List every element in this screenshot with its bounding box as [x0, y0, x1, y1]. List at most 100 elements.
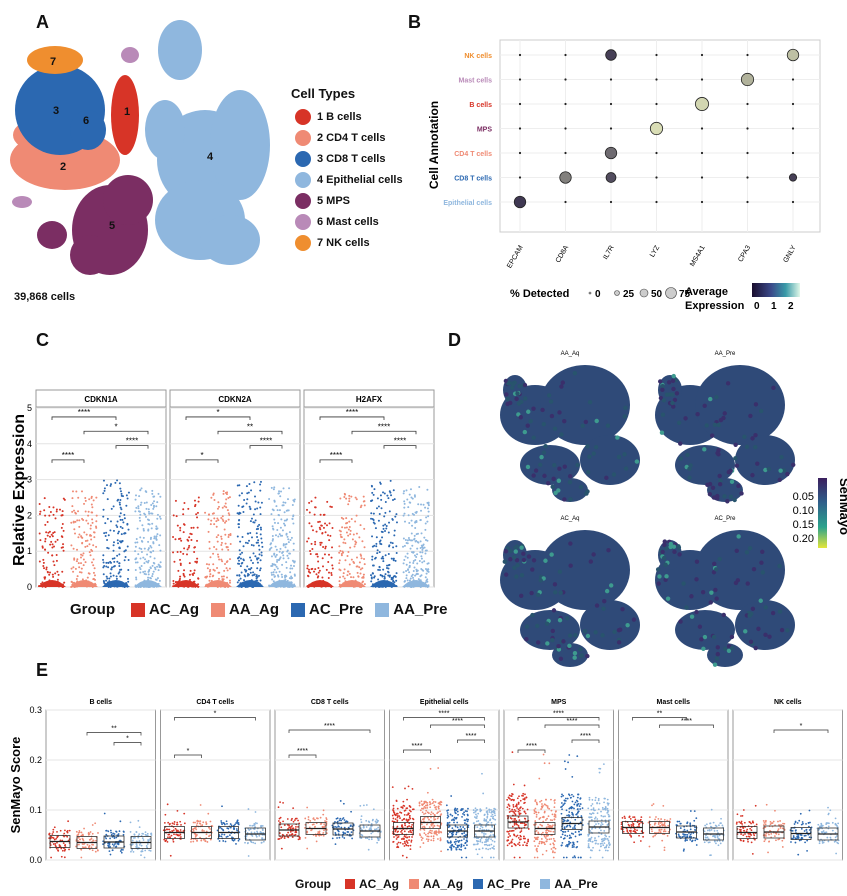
violin-point — [179, 550, 182, 553]
violin-point — [283, 579, 286, 582]
box-point — [513, 823, 516, 826]
violin-point — [189, 569, 192, 572]
violin-point — [338, 576, 341, 579]
box-point — [629, 817, 632, 820]
box-point — [567, 814, 570, 816]
umap-point — [671, 386, 676, 392]
umap-point — [515, 563, 520, 568]
violin-point — [292, 515, 295, 518]
box-point — [717, 844, 720, 847]
box-point — [322, 834, 325, 837]
umap-point — [503, 378, 509, 384]
box-point — [350, 831, 353, 834]
box-point — [466, 844, 468, 846]
violin-point — [136, 541, 139, 544]
violin-point — [190, 584, 193, 587]
box-point — [686, 833, 689, 836]
box-point — [86, 843, 89, 846]
violin-point — [93, 574, 96, 577]
violin-point — [409, 547, 412, 550]
box-point — [408, 839, 410, 842]
box-point — [562, 820, 565, 823]
dotplot-dot-small — [518, 127, 522, 130]
violin-point — [109, 560, 112, 563]
umap-point — [513, 549, 518, 554]
umap-point — [556, 478, 562, 483]
box-point — [149, 849, 152, 852]
box-point — [169, 822, 171, 825]
dotplot-gene-label: LYZ — [649, 244, 662, 259]
box-point — [424, 807, 427, 809]
box-point — [568, 811, 571, 813]
umap-point — [677, 552, 682, 557]
violin-point — [423, 546, 426, 549]
umap-point — [763, 605, 768, 610]
violin-point — [361, 576, 364, 579]
box-point — [630, 824, 633, 826]
box-point — [651, 804, 653, 807]
box-point — [209, 838, 212, 841]
violin-point — [322, 565, 325, 568]
violin-point — [153, 500, 156, 503]
box-point — [634, 831, 637, 834]
violin-point — [393, 581, 396, 584]
violin-point — [83, 531, 86, 534]
violin-point — [83, 502, 86, 505]
umap-point — [551, 608, 557, 613]
violin-point — [310, 525, 313, 528]
violin-point — [80, 490, 83, 493]
violin-point — [74, 567, 77, 570]
box-point — [447, 815, 450, 818]
violin-point — [241, 536, 244, 539]
violin-point — [387, 564, 390, 567]
umap-point — [503, 572, 509, 577]
box-point — [400, 838, 403, 840]
violin-point — [115, 582, 118, 585]
umap-point — [778, 468, 783, 473]
umap-point — [585, 470, 591, 475]
dotplot-dot-small — [518, 78, 522, 81]
umap-point — [552, 426, 558, 431]
box-point — [323, 829, 325, 832]
violin-point — [78, 525, 81, 528]
violin-point — [327, 576, 330, 579]
box-point — [418, 801, 421, 804]
violin-point — [350, 518, 353, 521]
box-point — [569, 825, 572, 828]
umap-point — [524, 637, 529, 642]
violin-point — [277, 584, 280, 587]
violin-point — [344, 559, 347, 562]
box-point — [404, 842, 406, 845]
violin-point — [239, 512, 242, 515]
umap-point — [517, 383, 522, 389]
box-point — [481, 826, 484, 829]
violin-point — [283, 582, 286, 585]
violin-point — [123, 513, 126, 516]
violin-point — [152, 585, 155, 588]
box-point — [492, 834, 495, 837]
box-point — [367, 848, 370, 851]
umap-point — [525, 423, 530, 428]
box-point — [604, 815, 606, 818]
violin-point — [388, 490, 391, 493]
violin-point — [195, 561, 198, 564]
violin-point — [222, 490, 225, 493]
umap-point — [684, 605, 689, 610]
violin-point — [76, 548, 79, 551]
violin-point — [91, 550, 94, 553]
violin-point — [209, 523, 212, 526]
violin-point — [55, 508, 58, 511]
violin-point — [76, 580, 79, 583]
box-point — [129, 831, 132, 833]
box-point — [421, 826, 424, 829]
violin-point — [375, 507, 378, 510]
box-point — [632, 816, 634, 819]
violin-point — [410, 585, 413, 588]
violin-ytick: 1 — [27, 546, 32, 556]
violin-point — [277, 492, 280, 495]
box-point — [224, 840, 227, 843]
dotplot-ylabel: Cell Annotation — [427, 101, 441, 189]
violin-point — [172, 580, 175, 583]
violin-point — [115, 575, 118, 578]
box-point — [654, 834, 656, 837]
